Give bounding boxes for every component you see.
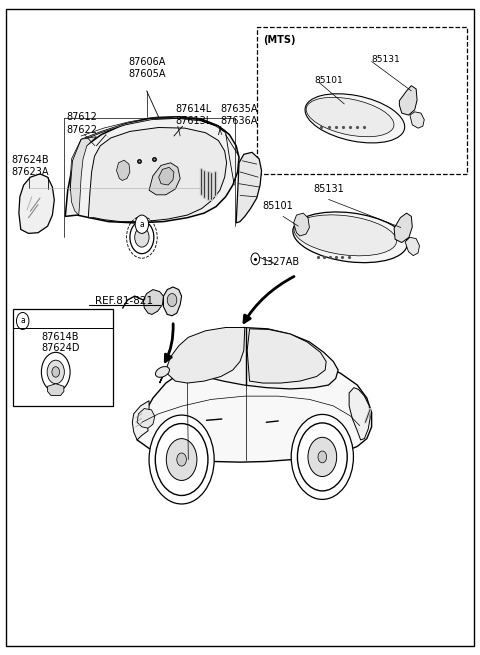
Circle shape [298, 423, 347, 491]
Text: 1327AB: 1327AB [262, 257, 300, 267]
Ellipse shape [305, 94, 405, 143]
Circle shape [156, 424, 208, 495]
Circle shape [251, 253, 260, 265]
Polygon shape [19, 174, 54, 233]
Ellipse shape [306, 98, 394, 137]
Circle shape [130, 221, 154, 253]
Bar [257, 27, 468, 174]
Text: 85131: 85131 [313, 183, 344, 193]
Circle shape [318, 451, 326, 463]
Polygon shape [65, 117, 239, 223]
Polygon shape [132, 401, 149, 440]
Polygon shape [236, 153, 262, 223]
Circle shape [166, 439, 197, 481]
Circle shape [16, 312, 29, 329]
Polygon shape [81, 117, 226, 140]
Text: REF.81-821: REF.81-821 [95, 296, 153, 307]
Text: a: a [20, 316, 25, 326]
Circle shape [308, 438, 336, 477]
Ellipse shape [293, 212, 408, 263]
Circle shape [167, 293, 177, 307]
Polygon shape [48, 384, 64, 396]
Polygon shape [166, 328, 245, 383]
Text: 87612
87622: 87612 87622 [67, 112, 97, 135]
Circle shape [177, 453, 186, 466]
Polygon shape [410, 112, 424, 128]
Polygon shape [247, 329, 326, 383]
Text: 87614L
87613L: 87614L 87613L [175, 103, 212, 126]
Polygon shape [349, 388, 370, 440]
Text: 85101: 85101 [262, 201, 293, 211]
Text: 87606A
87605A: 87606A 87605A [128, 57, 166, 79]
Circle shape [135, 227, 149, 247]
Polygon shape [88, 128, 227, 221]
Circle shape [149, 415, 214, 504]
Text: (MTS): (MTS) [263, 35, 296, 45]
Circle shape [291, 415, 353, 499]
Circle shape [47, 360, 64, 384]
Polygon shape [394, 213, 412, 242]
Polygon shape [137, 355, 372, 462]
Polygon shape [294, 213, 310, 236]
Text: 85131: 85131 [372, 55, 400, 64]
Circle shape [52, 367, 60, 377]
Text: 87624B
87623A: 87624B 87623A [11, 155, 49, 177]
Text: 87614B: 87614B [42, 332, 79, 343]
Polygon shape [70, 137, 96, 215]
Text: 87635A
87636A: 87635A 87636A [220, 103, 257, 126]
Bar [12, 309, 113, 406]
Ellipse shape [294, 215, 396, 256]
Circle shape [41, 352, 70, 392]
Ellipse shape [156, 367, 169, 377]
Polygon shape [158, 168, 174, 185]
Text: 87624D: 87624D [41, 343, 80, 354]
Polygon shape [163, 287, 181, 316]
Polygon shape [137, 409, 155, 428]
Polygon shape [399, 86, 417, 115]
Polygon shape [117, 160, 130, 180]
Polygon shape [144, 290, 163, 314]
Circle shape [135, 215, 149, 233]
Text: a: a [140, 219, 144, 229]
Polygon shape [149, 163, 180, 195]
Polygon shape [405, 237, 420, 255]
Polygon shape [159, 328, 338, 389]
Text: 85101: 85101 [314, 76, 343, 85]
